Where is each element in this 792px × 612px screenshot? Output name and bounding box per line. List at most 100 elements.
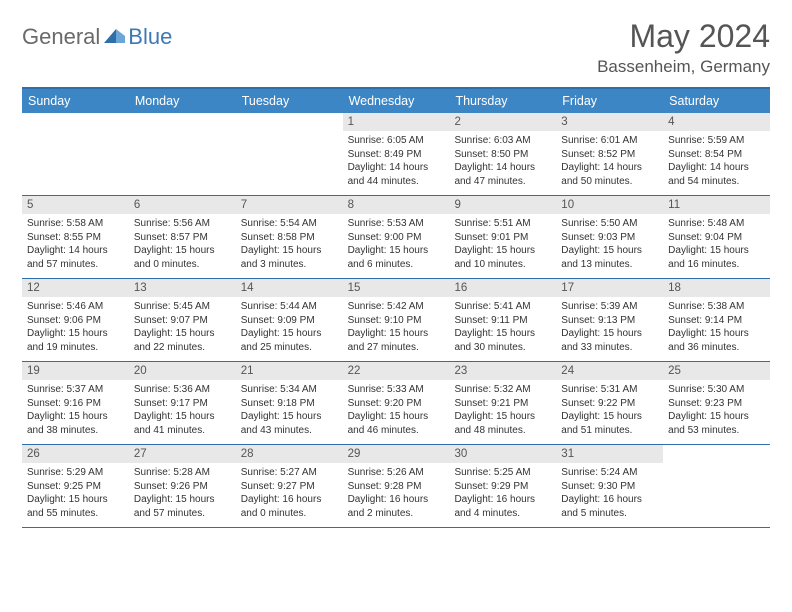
calendar-cell: 17Sunrise: 5:39 AMSunset: 9:13 PMDayligh… xyxy=(556,279,663,361)
calendar-cell: 4Sunrise: 5:59 AMSunset: 8:54 PMDaylight… xyxy=(663,113,770,195)
logo-text-blue: Blue xyxy=(128,24,172,50)
sunrise-line: Sunrise: 5:24 AM xyxy=(561,466,658,480)
sunrise-line: Sunrise: 6:03 AM xyxy=(454,134,551,148)
day-details: Sunrise: 5:32 AMSunset: 9:21 PMDaylight:… xyxy=(449,380,556,441)
day-details: Sunrise: 5:39 AMSunset: 9:13 PMDaylight:… xyxy=(556,297,663,358)
day-number: 8 xyxy=(343,196,450,214)
day-details: Sunrise: 5:45 AMSunset: 9:07 PMDaylight:… xyxy=(129,297,236,358)
sunrise-line: Sunrise: 5:34 AM xyxy=(241,383,338,397)
day-details: Sunrise: 5:36 AMSunset: 9:17 PMDaylight:… xyxy=(129,380,236,441)
day-details: Sunrise: 5:27 AMSunset: 9:27 PMDaylight:… xyxy=(236,463,343,524)
sunset-line: Sunset: 9:21 PM xyxy=(454,397,551,411)
day-details: Sunrise: 5:37 AMSunset: 9:16 PMDaylight:… xyxy=(22,380,129,441)
day-number: 16 xyxy=(449,279,556,297)
day-details: Sunrise: 5:33 AMSunset: 9:20 PMDaylight:… xyxy=(343,380,450,441)
sunset-line: Sunset: 9:09 PM xyxy=(241,314,338,328)
day-details: Sunrise: 5:41 AMSunset: 9:11 PMDaylight:… xyxy=(449,297,556,358)
sunrise-line: Sunrise: 5:37 AM xyxy=(27,383,124,397)
calendar-cell: 16Sunrise: 5:41 AMSunset: 9:11 PMDayligh… xyxy=(449,279,556,361)
sunset-line: Sunset: 9:10 PM xyxy=(348,314,445,328)
calendar-cell: 11Sunrise: 5:48 AMSunset: 9:04 PMDayligh… xyxy=(663,196,770,278)
daylight-line: Daylight: 15 hours and 55 minutes. xyxy=(27,493,124,520)
calendar-cell-empty xyxy=(236,113,343,195)
calendar-cell: 14Sunrise: 5:44 AMSunset: 9:09 PMDayligh… xyxy=(236,279,343,361)
day-number: 28 xyxy=(236,445,343,463)
day-details: Sunrise: 6:01 AMSunset: 8:52 PMDaylight:… xyxy=(556,131,663,192)
daylight-line: Daylight: 15 hours and 43 minutes. xyxy=(241,410,338,437)
daylight-line: Daylight: 15 hours and 13 minutes. xyxy=(561,244,658,271)
sunrise-line: Sunrise: 5:38 AM xyxy=(668,300,765,314)
logo-mark-icon xyxy=(104,26,126,49)
day-number: 7 xyxy=(236,196,343,214)
day-details: Sunrise: 5:58 AMSunset: 8:55 PMDaylight:… xyxy=(22,214,129,275)
day-number: 26 xyxy=(22,445,129,463)
sunset-line: Sunset: 8:58 PM xyxy=(241,231,338,245)
sunrise-line: Sunrise: 5:59 AM xyxy=(668,134,765,148)
day-number: 22 xyxy=(343,362,450,380)
sunset-line: Sunset: 9:06 PM xyxy=(27,314,124,328)
sunrise-line: Sunrise: 5:41 AM xyxy=(454,300,551,314)
sunrise-line: Sunrise: 6:01 AM xyxy=(561,134,658,148)
sunrise-line: Sunrise: 5:56 AM xyxy=(134,217,231,231)
dayname: Sunday xyxy=(22,89,129,113)
sunrise-line: Sunrise: 5:45 AM xyxy=(134,300,231,314)
calendar-cell: 1Sunrise: 6:05 AMSunset: 8:49 PMDaylight… xyxy=(343,113,450,195)
sunrise-line: Sunrise: 5:33 AM xyxy=(348,383,445,397)
day-details: Sunrise: 5:38 AMSunset: 9:14 PMDaylight:… xyxy=(663,297,770,358)
day-details: Sunrise: 5:51 AMSunset: 9:01 PMDaylight:… xyxy=(449,214,556,275)
calendar-cell: 28Sunrise: 5:27 AMSunset: 9:27 PMDayligh… xyxy=(236,445,343,527)
day-details: Sunrise: 5:26 AMSunset: 9:28 PMDaylight:… xyxy=(343,463,450,524)
day-number: 30 xyxy=(449,445,556,463)
sunrise-line: Sunrise: 5:58 AM xyxy=(27,217,124,231)
daylight-line: Daylight: 15 hours and 36 minutes. xyxy=(668,327,765,354)
day-details: Sunrise: 5:30 AMSunset: 9:23 PMDaylight:… xyxy=(663,380,770,441)
calendar-week: 5Sunrise: 5:58 AMSunset: 8:55 PMDaylight… xyxy=(22,196,770,279)
daylight-line: Daylight: 15 hours and 53 minutes. xyxy=(668,410,765,437)
calendar-cell: 15Sunrise: 5:42 AMSunset: 9:10 PMDayligh… xyxy=(343,279,450,361)
daylight-line: Daylight: 14 hours and 57 minutes. xyxy=(27,244,124,271)
sunrise-line: Sunrise: 5:54 AM xyxy=(241,217,338,231)
sunrise-line: Sunrise: 5:53 AM xyxy=(348,217,445,231)
month-title: May 2024 xyxy=(597,18,770,55)
sunrise-line: Sunrise: 5:46 AM xyxy=(27,300,124,314)
calendar-cell: 5Sunrise: 5:58 AMSunset: 8:55 PMDaylight… xyxy=(22,196,129,278)
sunset-line: Sunset: 9:23 PM xyxy=(668,397,765,411)
sunset-line: Sunset: 9:30 PM xyxy=(561,480,658,494)
calendar-week: 1Sunrise: 6:05 AMSunset: 8:49 PMDaylight… xyxy=(22,113,770,196)
daylight-line: Daylight: 15 hours and 16 minutes. xyxy=(668,244,765,271)
daylight-line: Daylight: 16 hours and 0 minutes. xyxy=(241,493,338,520)
calendar-cell-empty xyxy=(129,113,236,195)
calendar-cell: 10Sunrise: 5:50 AMSunset: 9:03 PMDayligh… xyxy=(556,196,663,278)
daylight-line: Daylight: 15 hours and 0 minutes. xyxy=(134,244,231,271)
day-number: 11 xyxy=(663,196,770,214)
daylight-line: Daylight: 14 hours and 54 minutes. xyxy=(668,161,765,188)
daylight-line: Daylight: 15 hours and 33 minutes. xyxy=(561,327,658,354)
header: General Blue May 2024 Bassenheim, German… xyxy=(22,18,770,77)
sunset-line: Sunset: 8:52 PM xyxy=(561,148,658,162)
calendar-body: 1Sunrise: 6:05 AMSunset: 8:49 PMDaylight… xyxy=(22,113,770,528)
dayname: Thursday xyxy=(449,89,556,113)
calendar-cell: 21Sunrise: 5:34 AMSunset: 9:18 PMDayligh… xyxy=(236,362,343,444)
day-number: 10 xyxy=(556,196,663,214)
calendar-cell: 19Sunrise: 5:37 AMSunset: 9:16 PMDayligh… xyxy=(22,362,129,444)
sunset-line: Sunset: 9:22 PM xyxy=(561,397,658,411)
day-number: 19 xyxy=(22,362,129,380)
sunrise-line: Sunrise: 5:30 AM xyxy=(668,383,765,397)
day-number: 18 xyxy=(663,279,770,297)
calendar: SundayMondayTuesdayWednesdayThursdayFrid… xyxy=(22,87,770,528)
daylight-line: Daylight: 15 hours and 3 minutes. xyxy=(241,244,338,271)
sunset-line: Sunset: 9:26 PM xyxy=(134,480,231,494)
sunrise-line: Sunrise: 5:25 AM xyxy=(454,466,551,480)
day-number: 12 xyxy=(22,279,129,297)
day-number: 17 xyxy=(556,279,663,297)
day-number: 27 xyxy=(129,445,236,463)
sunset-line: Sunset: 9:07 PM xyxy=(134,314,231,328)
sunrise-line: Sunrise: 5:51 AM xyxy=(454,217,551,231)
day-number: 6 xyxy=(129,196,236,214)
day-details: Sunrise: 5:29 AMSunset: 9:25 PMDaylight:… xyxy=(22,463,129,524)
sunset-line: Sunset: 8:57 PM xyxy=(134,231,231,245)
calendar-cell: 13Sunrise: 5:45 AMSunset: 9:07 PMDayligh… xyxy=(129,279,236,361)
day-details: Sunrise: 5:54 AMSunset: 8:58 PMDaylight:… xyxy=(236,214,343,275)
dayname: Saturday xyxy=(663,89,770,113)
dayname-row: SundayMondayTuesdayWednesdayThursdayFrid… xyxy=(22,89,770,113)
